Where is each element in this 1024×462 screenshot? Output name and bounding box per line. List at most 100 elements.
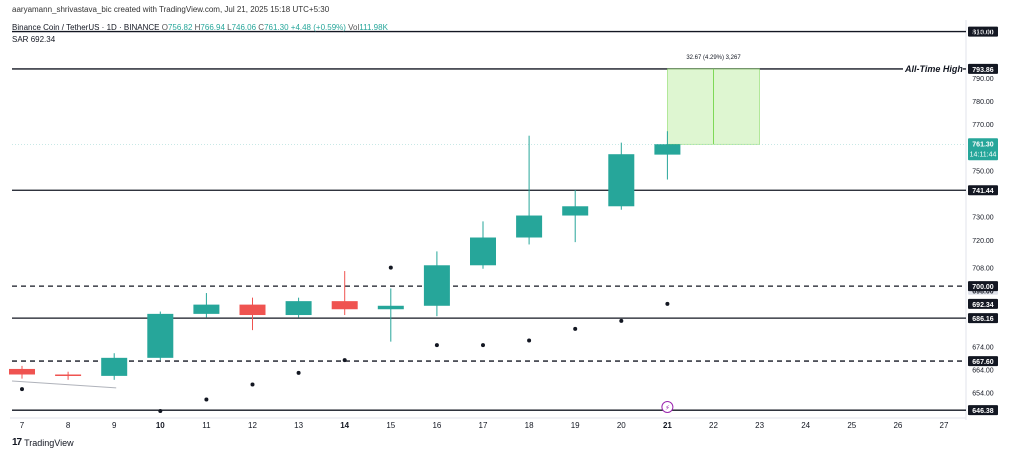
x-tick-18: 18: [525, 421, 534, 430]
level-annotation-bg: [903, 62, 963, 74]
y-tick-664.00: 664.00: [972, 367, 994, 374]
price-tag-last: 761.30 14:11:44: [968, 138, 998, 161]
x-tick-22: 22: [709, 421, 718, 430]
price-tag-667.60: 667.60: [968, 356, 998, 367]
measure-label: 32.67 (4.29%) 3,267: [686, 55, 741, 61]
x-tick-16: 16: [432, 421, 441, 430]
x-tick-27: 27: [940, 421, 949, 430]
currency-button[interactable]: USDT: [972, 28, 994, 37]
sar-dot-17: [481, 343, 485, 348]
candle-21[interactable]: [654, 131, 681, 180]
price-axis-tags: 698.00 810.00 793.86 741.44 700.00 686.16 667.…: [968, 26, 998, 416]
candle-body-15: [377, 305, 404, 310]
sar-dot-15: [388, 265, 393, 270]
candle-body-18: [516, 215, 543, 238]
candle-12[interactable]: [239, 297, 266, 331]
faded-segment-line: [11, 380, 117, 389]
y-tick-720.00: 720.00: [972, 238, 994, 245]
candle-body-11: [193, 304, 220, 314]
price-tag-793.86: 793.86: [968, 63, 998, 74]
sar-dot-21: [665, 301, 670, 306]
x-tick-12: 12: [248, 421, 257, 430]
price-tag-810.00-bg: [968, 26, 998, 37]
candle-17[interactable]: [470, 221, 496, 269]
candle-body-13: [285, 301, 312, 316]
candle-body-12: [239, 304, 266, 316]
y-tick-654.00: 654.00: [972, 391, 994, 398]
candle-body-16: [423, 265, 450, 306]
x-tick-25: 25: [847, 421, 856, 430]
price-tag-741.44-label: 741.44: [972, 188, 994, 195]
x-tick-23: 23: [755, 421, 764, 430]
candle-10[interactable]: [147, 311, 174, 361]
x-tick-9: 9: [112, 421, 117, 430]
ohlc-change: +4.48 (+0.59%): [290, 23, 346, 32]
price-tag-793.86-bg: [968, 63, 998, 74]
price-tag-sar-label: 692.34: [972, 302, 994, 309]
x-tick-17: 17: [479, 421, 488, 430]
x-tick-7: 7: [20, 421, 25, 430]
x-tick-14: 14: [340, 421, 349, 430]
candle-7[interactable]: [9, 365, 35, 379]
x-tick-8: 8: [66, 421, 71, 430]
price-tag-646.38: 646.38: [968, 405, 998, 416]
tradingview-logo[interactable]: 17 TradingView: [12, 437, 74, 448]
sar-dot-16: [434, 343, 439, 348]
candle-body-9: [101, 357, 128, 376]
x-tick-15: 15: [386, 421, 395, 430]
price-tag-810.00: 810.00: [968, 26, 998, 37]
x-tick-26: 26: [893, 421, 902, 430]
candle-11[interactable]: [193, 293, 220, 318]
sar-dot-10: [158, 409, 163, 414]
price-tag-700.00-bg: [968, 281, 998, 292]
candle-18[interactable]: [516, 135, 543, 245]
candle-body-7: [9, 368, 35, 375]
lightning-icon: ⚡: [665, 404, 670, 412]
candle-15[interactable]: [377, 288, 404, 342]
plot-area: [0, 0, 966, 430]
price-tag-sar-bg: [968, 298, 998, 309]
x-tick-20: 20: [617, 421, 626, 430]
price-tag-793.86-label: 793.86: [972, 67, 994, 74]
price-tag-686.16-bg: [968, 313, 998, 324]
sar-dot-11: [204, 397, 209, 402]
y-tick-730.00: 730.00: [972, 215, 994, 222]
event-circle[interactable]: [661, 401, 674, 413]
ohlc-close: C761.30: [258, 23, 289, 32]
price-tag-810.00-label: 810.00: [972, 30, 994, 37]
ohlc-volume: Vol111.98K: [348, 23, 388, 32]
symbol-name[interactable]: Binance Coin / TetherUS · 1D · BINANCE: [12, 23, 160, 32]
price-tag-741.44-bg: [968, 185, 998, 196]
candle-20[interactable]: [608, 142, 635, 210]
tradingview-icon: 17: [12, 437, 22, 448]
candle-body-10: [147, 313, 174, 358]
price-tag-686.16-label: 686.16: [972, 316, 994, 323]
price-tag-646.38-bg: [968, 405, 998, 416]
sar-legend[interactable]: SAR 692.34: [12, 35, 55, 44]
candle-13[interactable]: [285, 297, 312, 318]
price-tag-700.00: 700.00: [968, 281, 998, 292]
price-tag-last-bg: [968, 138, 998, 161]
candle-body-14: [331, 301, 358, 310]
candle-16[interactable]: [423, 251, 450, 317]
event-marker[interactable]: ⚡: [661, 401, 674, 413]
price-axis-ticks: 654.00 664.00 674.00 708.00 720.00 730.00 750.…: [972, 76, 994, 398]
x-tick-21: 21: [663, 421, 672, 430]
candle-9[interactable]: [101, 353, 128, 380]
candle-body-8: [55, 374, 82, 376]
x-tick-11: 11: [202, 421, 211, 430]
candle-19[interactable]: [562, 190, 589, 243]
candle-body-19: [562, 206, 589, 216]
sar-label: SAR: [12, 35, 29, 44]
sar-dot-18: [527, 338, 532, 343]
candle-8[interactable]: [55, 371, 82, 380]
price-tag-646.38-label: 646.38: [972, 408, 994, 415]
measure-tool[interactable]: 32.67 (4.29%) 3,267: [12, 55, 966, 145]
price-tag-700.00-label: 700.00: [972, 284, 994, 291]
price-tag-667.60-label: 667.60: [972, 359, 994, 366]
candle-14[interactable]: [331, 271, 358, 316]
x-tick-24: 24: [801, 421, 810, 430]
time-axis-ticks: 7 8 9 10 11 12 13 14 15 16 17 18 19 20 21 22 23 24 25 26 27: [20, 421, 949, 430]
y-tick-750.00: 750.00: [972, 168, 994, 175]
